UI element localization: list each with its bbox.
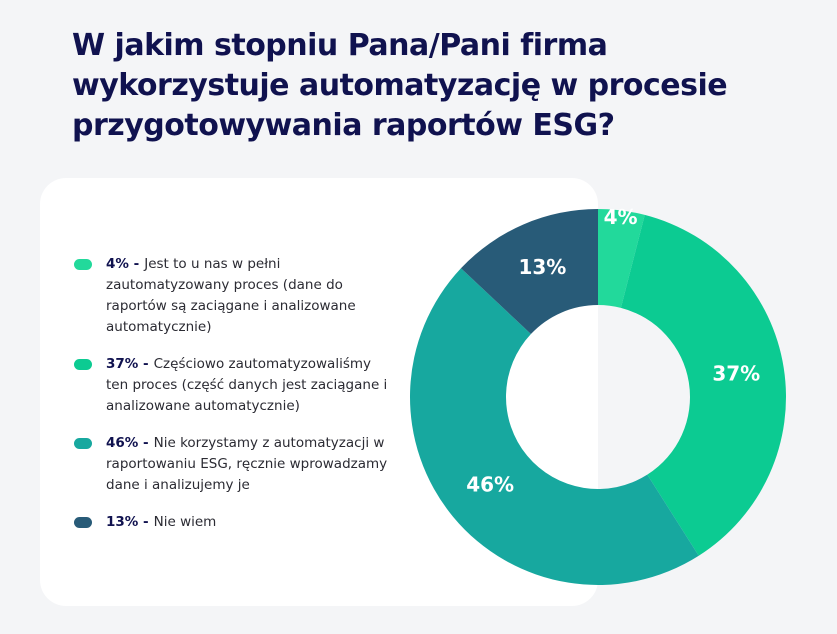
legend-swatch [74, 259, 92, 270]
slice-label: 13% [518, 255, 566, 279]
legend-value: 46% - [106, 435, 149, 451]
legend-label: Jest to u nas w pełni zautomatyzowany pr… [106, 256, 356, 335]
legend-item: 13% - Nie wiem [70, 512, 390, 533]
legend-swatch [74, 517, 92, 528]
slice-label: 4% [604, 205, 638, 229]
legend-item: 46% - Nie korzystamy z automatyzacji w ra… [70, 433, 390, 496]
chart-title: W jakim stopniu Pana/Pani firma wykorzys… [72, 28, 728, 143]
legend: 4% - Jest to u nas w pełni zautomatyzowan… [70, 254, 390, 549]
slice-label: 37% [712, 362, 760, 386]
slice-label: 46% [466, 473, 514, 497]
slice [410, 268, 699, 585]
legend-value: 13% - [106, 514, 149, 530]
legend-value: 4% - [106, 256, 140, 272]
legend-swatch [74, 359, 92, 370]
slice [620, 214, 786, 556]
legend-label: Nie wiem [153, 514, 217, 530]
legend-item: 37% - Częściowo zautomatyzowaliśmy ten pr… [70, 354, 390, 417]
slice [460, 209, 598, 335]
legend-label: Nie korzystamy z automatyzacji w raporto… [106, 435, 388, 493]
legend-item: 4% - Jest to u nas w pełni zautomatyzowan… [70, 254, 390, 338]
legend-swatch [74, 438, 92, 449]
legend-label: Częściowo zautomatyzowaliśmy ten proces … [106, 356, 388, 414]
slice [598, 209, 645, 308]
legend-value: 37% - [106, 356, 149, 372]
